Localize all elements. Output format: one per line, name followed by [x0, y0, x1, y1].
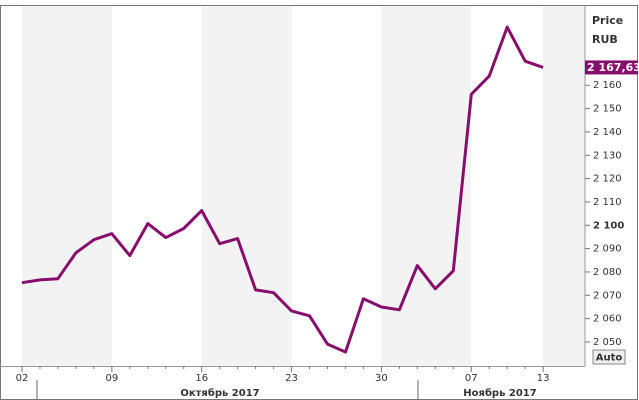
y-tick-label: 2 070	[593, 290, 622, 301]
x-tick-label: 23	[285, 373, 298, 384]
x-tick-label: 02	[16, 373, 29, 384]
y-tick-label: 2 050	[593, 337, 622, 348]
week-band	[381, 6, 472, 366]
y-tick-label: 2 100	[593, 220, 624, 231]
y-tick-label: 2 110	[593, 197, 622, 208]
axis-title: Price	[592, 14, 623, 27]
x-tick-label: 13	[537, 373, 550, 384]
y-tick-label: 2 060	[593, 314, 622, 325]
auto-button[interactable]	[592, 349, 626, 365]
week-band	[22, 6, 112, 366]
month-label: Ноябрь 2017	[463, 387, 536, 399]
y-tick-label: 2 120	[593, 174, 622, 185]
y-tick-label: 2 130	[593, 150, 622, 161]
price-tag-label: 2 167,63	[587, 61, 639, 74]
y-tick-label: 2 140	[593, 127, 622, 138]
axis-title: RUB	[592, 33, 618, 46]
x-tick-label: 09	[105, 373, 118, 384]
y-tick-label: 2 150	[593, 104, 622, 115]
y-tick-label: 2 080	[593, 267, 622, 278]
x-tick-label: 16	[195, 373, 208, 384]
auto-button-label[interactable]: Auto	[596, 353, 623, 364]
x-tick-label: 30	[375, 373, 388, 384]
price-tag	[585, 60, 638, 75]
week-band	[201, 6, 292, 366]
week-bands	[22, 6, 585, 366]
month-label: Октябрь 2017	[180, 387, 259, 399]
price-line	[21, 25, 544, 354]
x-tick-label: 07	[465, 373, 478, 384]
y-tick-label: 2 160	[593, 80, 622, 91]
week-band	[543, 6, 585, 366]
y-tick-label: 2 090	[593, 244, 622, 255]
